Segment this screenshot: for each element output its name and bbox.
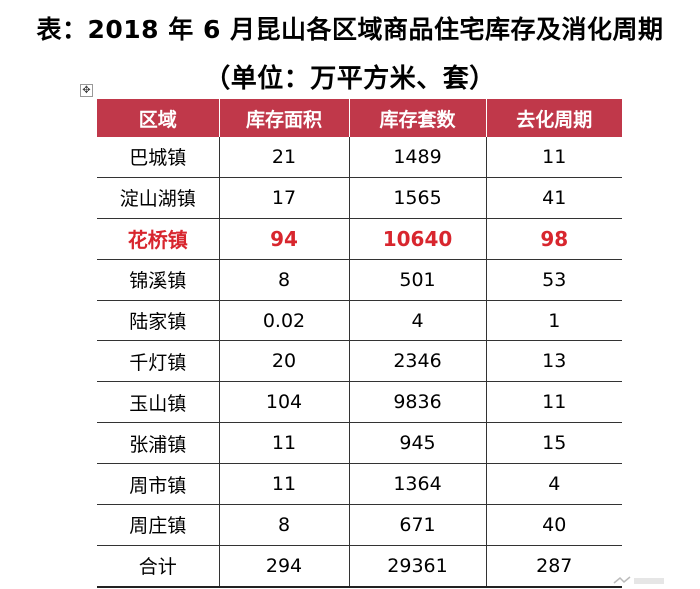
cell-region: 巴城镇: [97, 137, 219, 177]
cell-units: 671: [349, 505, 486, 546]
cell-cycle: 11: [486, 137, 622, 177]
watermark-logo-icon: [610, 573, 670, 589]
cell-area: 104: [219, 382, 349, 423]
cell-area: 20: [219, 341, 349, 382]
cell-region: 陆家镇: [97, 300, 219, 341]
cell-area: 0.02: [219, 300, 349, 341]
cell-units: 29361: [349, 545, 486, 586]
cell-cycle: 98: [486, 218, 622, 259]
cell-cycle: 11: [486, 382, 622, 423]
cell-cycle: 15: [486, 423, 622, 464]
header-absorption-cycle: 去化周期: [486, 99, 622, 137]
inventory-table: 区域 库存面积 库存套数 去化周期 巴城镇 21 1489 11 淀山湖镇 17…: [97, 99, 622, 588]
cell-units: 2346: [349, 341, 486, 382]
header-inventory-units: 库存套数: [349, 99, 486, 137]
cell-units: 9836: [349, 382, 486, 423]
cell-region: 淀山湖镇: [97, 177, 219, 218]
table-row: 周庄镇 8 671 40: [97, 505, 622, 546]
cell-cycle: 13: [486, 341, 622, 382]
cell-units: 1489: [349, 137, 486, 177]
cell-region: 周市镇: [97, 464, 219, 505]
cell-area: 17: [219, 177, 349, 218]
cell-units: 4: [349, 300, 486, 341]
table-row: 锦溪镇 8 501 53: [97, 259, 622, 300]
cell-units: 501: [349, 259, 486, 300]
cell-area: 11: [219, 464, 349, 505]
table-row: 周市镇 11 1364 4: [97, 464, 622, 505]
table-row: 陆家镇 0.02 4 1: [97, 300, 622, 341]
cell-area: 21: [219, 137, 349, 177]
table-row: 玉山镇 104 9836 11: [97, 382, 622, 423]
cell-region: 周庄镇: [97, 505, 219, 546]
header-region: 区域: [97, 99, 219, 137]
page-title: 表：2018 年 6 月昆山各区域商品住宅库存及消化周期: [0, 10, 700, 46]
cell-cycle: 287: [486, 545, 622, 586]
cell-cycle: 41: [486, 177, 622, 218]
table-total-row: 合计 294 29361 287: [97, 545, 622, 586]
table-header-row: 区域 库存面积 库存套数 去化周期: [97, 99, 622, 137]
cell-region: 千灯镇: [97, 341, 219, 382]
table-move-handle-icon[interactable]: ✥: [80, 84, 93, 97]
cell-units: 10640: [349, 218, 486, 259]
cell-region: 玉山镇: [97, 382, 219, 423]
table-row: 张浦镇 11 945 15: [97, 423, 622, 464]
cell-cycle: 4: [486, 464, 622, 505]
table-row: 巴城镇 21 1489 11: [97, 137, 622, 177]
table-row-highlighted: 花桥镇 94 10640 98: [97, 218, 622, 259]
cell-units: 1565: [349, 177, 486, 218]
cell-area: 8: [219, 259, 349, 300]
cell-area: 294: [219, 545, 349, 586]
cell-cycle: 1: [486, 300, 622, 341]
cell-area: 11: [219, 423, 349, 464]
cell-units: 945: [349, 423, 486, 464]
cell-units: 1364: [349, 464, 486, 505]
cell-area: 94: [219, 218, 349, 259]
header-inventory-area: 库存面积: [219, 99, 349, 137]
page-subtitle-unit: （单位：万平方米、套）: [0, 58, 700, 95]
cell-area: 8: [219, 505, 349, 546]
table-row: 千灯镇 20 2346 13: [97, 341, 622, 382]
cell-cycle: 40: [486, 505, 622, 546]
cell-region: 合计: [97, 545, 219, 586]
cell-region: 锦溪镇: [97, 259, 219, 300]
cell-region: 花桥镇: [97, 218, 219, 259]
cell-region: 张浦镇: [97, 423, 219, 464]
table-row: 淀山湖镇 17 1565 41: [97, 177, 622, 218]
cell-cycle: 53: [486, 259, 622, 300]
